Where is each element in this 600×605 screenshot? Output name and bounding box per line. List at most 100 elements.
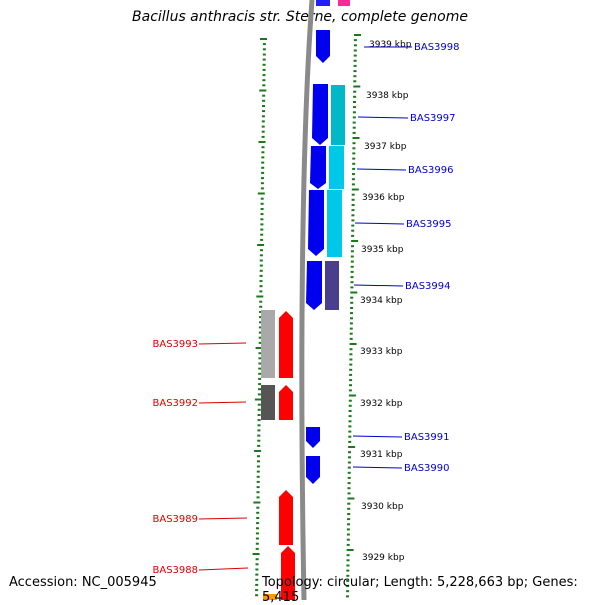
scale-tick: [262, 58, 266, 61]
gene-feature-bas3992[interactable]: [279, 385, 293, 420]
gene-feature-bas3988[interactable]: [281, 546, 295, 600]
scale-tick: [262, 53, 266, 56]
scale-tick: [258, 377, 262, 380]
scale-tick: [260, 182, 264, 185]
scale-tick: [259, 300, 263, 303]
inner-scale-ticks: [346, 34, 361, 598]
scale-tick: [260, 233, 264, 236]
scale-tick: [347, 502, 351, 505]
cog-bar-bas3997[interactable]: [331, 85, 345, 145]
scale-tick: [262, 63, 266, 66]
gene-feature-bas3994[interactable]: [306, 261, 322, 310]
scale-tick: [346, 574, 350, 577]
gene-label[interactable]: BAS3995: [406, 219, 452, 230]
scale-tick: [256, 527, 259, 530]
scale-tick: [348, 404, 352, 407]
cog-bar-bas3996[interactable]: [329, 146, 344, 189]
scale-tick: [350, 307, 354, 309]
callout-line: [198, 517, 248, 520]
scale-tick: [346, 595, 349, 598]
scale-tick: [350, 291, 358, 294]
gene-feature-bas3991[interactable]: [306, 427, 320, 448]
cog-bar-bas3993[interactable]: [261, 310, 275, 378]
scale-tick: [256, 511, 260, 514]
scale-tick: [258, 388, 261, 391]
gene-feature-top-blue[interactable]: [316, 0, 330, 6]
callout-line: [353, 284, 404, 287]
scale-tick: [258, 357, 262, 360]
scale-tick: [258, 362, 262, 365]
scale-tick: [352, 131, 356, 134]
gene-label[interactable]: BAS3988: [153, 565, 199, 576]
scale-tick: [261, 177, 264, 180]
scale-tick: [259, 259, 263, 262]
scale-tick: [351, 209, 355, 212]
scale-tick: [255, 558, 259, 561]
scale-tick: [349, 343, 357, 345]
gene-label[interactable]: BAS3996: [408, 165, 454, 176]
scale-tick: [353, 101, 356, 103]
gene-feature-bas3993[interactable]: [279, 311, 293, 378]
scale-tick: [259, 290, 263, 293]
scale-tick: [347, 518, 351, 521]
cog-bar-bas3994[interactable]: [325, 261, 339, 310]
scale-tick: [255, 532, 259, 535]
scale-tick: [254, 398, 262, 401]
scale-tick: [352, 121, 356, 124]
scale-tick: [349, 363, 353, 366]
scale-tick: [256, 295, 264, 298]
gene-label[interactable]: BAS3997: [410, 113, 456, 124]
gene-feature-bas3998[interactable]: [316, 30, 330, 63]
scale-tick: [347, 476, 351, 479]
scale-tick: [255, 568, 259, 571]
scale-tick: [255, 563, 259, 566]
scale-tick: [257, 408, 261, 411]
scale-label: 3936 kbp: [362, 193, 405, 203]
gene-feature-bas3990[interactable]: [306, 456, 320, 484]
scale-tick: [255, 547, 259, 550]
gene-feature-bas3995[interactable]: [308, 190, 324, 256]
gene-label[interactable]: BAS3992: [153, 398, 199, 409]
gene-label[interactable]: BAS3991: [404, 432, 450, 443]
scale-tick: [254, 450, 262, 452]
scale-tick: [351, 183, 355, 186]
scale-tick: [261, 171, 265, 174]
scale-tick: [347, 461, 351, 464]
scale-tick: [352, 142, 356, 145]
gene-feature-bas3996[interactable]: [310, 146, 326, 189]
gene-feature-bas3997[interactable]: [312, 84, 328, 145]
scale-tick: [349, 353, 353, 356]
scale-tick: [260, 238, 264, 241]
scale-tick: [261, 161, 265, 164]
scale-tick: [352, 152, 356, 155]
cog-bar-bottom-orange[interactable]: [263, 594, 277, 600]
gene-feature-bas3989[interactable]: [279, 490, 293, 545]
scale-tick: [353, 59, 357, 62]
scale-tick: [255, 573, 259, 576]
scale-tick: [259, 321, 262, 324]
scale-tick: [349, 368, 353, 371]
scale-tick: [353, 95, 357, 98]
gene-label[interactable]: BAS3989: [153, 514, 199, 525]
scale-tick: [351, 188, 359, 191]
left-gene-callouts: BAS3993 BAS3992 BAS3989 BAS3988: [153, 339, 249, 576]
cog-bar-bas3992[interactable]: [261, 385, 275, 420]
gene-feature-top-pink[interactable]: [338, 0, 350, 6]
scale-tick: [346, 585, 350, 588]
scale-tick: [347, 487, 351, 490]
scale-tick: [261, 156, 265, 159]
cog-bar-bas3995[interactable]: [327, 190, 342, 257]
gene-label[interactable]: BAS3994: [405, 281, 451, 292]
scale-tick: [258, 383, 262, 386]
scale-tick: [347, 513, 351, 515]
gene-label[interactable]: BAS3993: [153, 339, 199, 350]
gene-label[interactable]: BAS3998: [414, 42, 460, 53]
scale-tick: [259, 311, 263, 313]
scale-tick: [256, 517, 260, 519]
scale-tick: [350, 276, 354, 279]
scale-tick: [351, 224, 355, 227]
scale-tick: [348, 415, 352, 418]
scale-tick: [350, 286, 354, 289]
scale-tick: [349, 332, 353, 335]
gene-label[interactable]: BAS3990: [404, 463, 450, 474]
